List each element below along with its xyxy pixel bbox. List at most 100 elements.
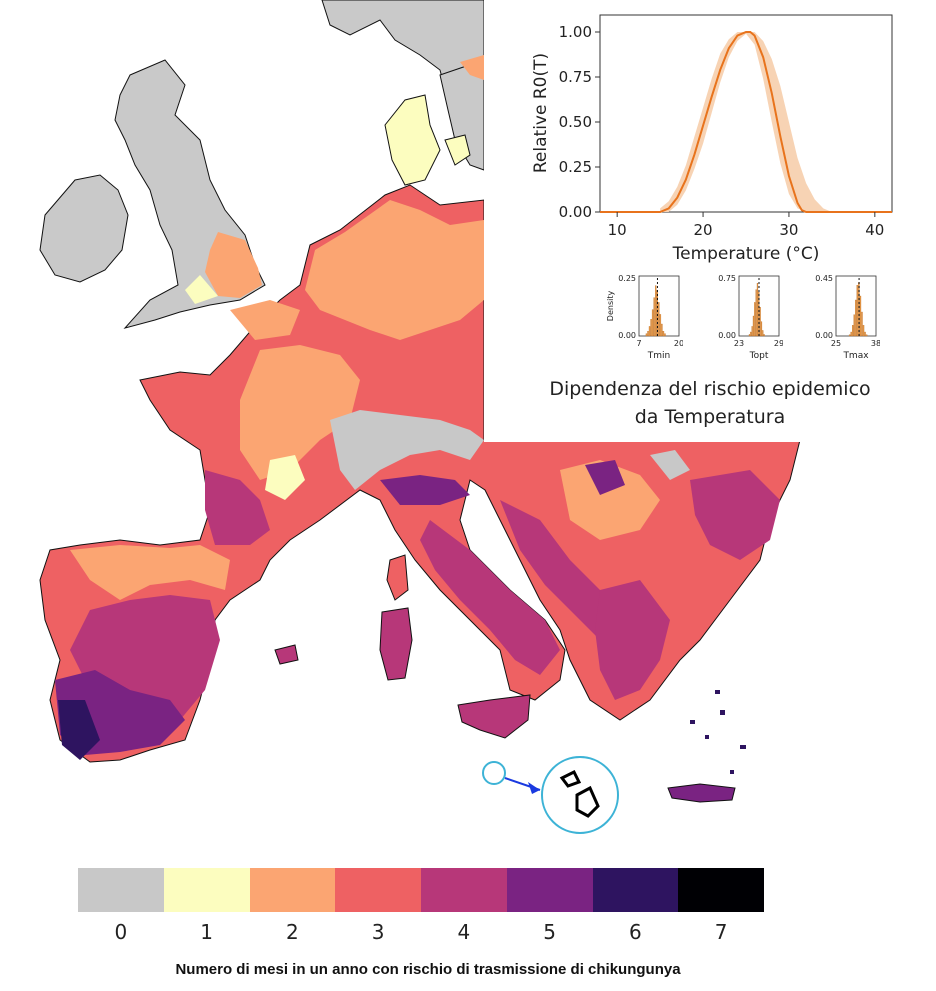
hist-y-min: 0.00: [618, 331, 636, 340]
hist-bar: [762, 330, 764, 337]
legend-label-7: 7: [714, 920, 728, 944]
relative-r0-chart: 0.00 0.25 0.50 0.75 1.00 10 20 30 40 Temperatur…: [531, 14, 893, 264]
hist-x-min: 7: [636, 339, 641, 348]
hist-bar: [752, 315, 755, 337]
hist-bar: [662, 331, 665, 337]
legend-label-3: 3: [371, 920, 385, 944]
hist-bar: [859, 295, 862, 337]
hist-bar: [748, 334, 751, 337]
x-tick-label: 20: [694, 221, 713, 239]
legend-swatch-0: [78, 868, 164, 912]
hist-bar: [645, 333, 648, 337]
legend-swatch-1: [163, 868, 250, 912]
inset-caption: Dipendenza del rischio epidemico da Temp…: [484, 375, 936, 431]
sicily: [457, 694, 531, 739]
southwest-france-moderate: [205, 470, 270, 545]
hist-bar: [754, 302, 756, 337]
hist-bar: [659, 314, 662, 337]
alps-no-risk: [330, 410, 484, 490]
greece-moderate: [595, 580, 670, 700]
hist-x-label: Topt: [749, 351, 769, 361]
plot-frame: [599, 14, 893, 213]
legend-label-6: 6: [629, 920, 642, 944]
england-fringe: [185, 275, 218, 304]
x-tick-label: 40: [865, 221, 884, 239]
hist-bar: [648, 326, 651, 337]
balearic-island: [274, 644, 299, 665]
r0-curve: [600, 31, 892, 213]
y-axis-label: Relative R0(T): [531, 53, 551, 173]
y-tick-label: 1.00: [559, 23, 592, 41]
balkans-low-risk: [560, 460, 660, 540]
hist-bar: [653, 297, 655, 337]
tmin-histogram: 0.25 0.007 20 Tmin Density: [606, 274, 683, 361]
hist-bar: [856, 285, 859, 337]
hist-x-min: 23: [734, 339, 744, 348]
hist-x-max: 20: [674, 339, 683, 348]
corsica: [386, 554, 409, 601]
legend-swatch-3: [335, 868, 421, 912]
temperature-dependence-panel: [484, 0, 936, 442]
hist-x-max: 38: [871, 339, 880, 348]
crete: [667, 783, 736, 803]
hist-bar: [661, 323, 663, 337]
hist-bar: [656, 290, 658, 337]
y-tick-label: 0.25: [559, 158, 592, 176]
hist-y-max: 0.25: [618, 274, 636, 283]
balkan-coast-moderate: [500, 500, 620, 640]
hist-bar: [850, 331, 852, 337]
y-tick-label: 0.50: [559, 113, 592, 131]
hist-bar: [865, 334, 868, 337]
denmark-landmass: [384, 94, 441, 186]
hist-x-min: 25: [831, 339, 841, 348]
hist-bar: [658, 302, 660, 337]
hist-bar: [864, 331, 866, 337]
northern-france-low-risk: [230, 300, 300, 340]
r0-series-line: [600, 31, 892, 213]
x-tick-label: 10: [608, 221, 627, 239]
denmark-island: [444, 134, 471, 166]
hist-bar: [650, 319, 652, 337]
hist-bar: [848, 334, 851, 337]
hist-bar: [755, 289, 757, 337]
hist-y-label: Density: [606, 291, 615, 322]
legend-swatch-4: [421, 868, 507, 912]
hist-bar: [756, 283, 759, 337]
hist-x-max: 29: [774, 339, 783, 348]
hist-bar: [651, 309, 654, 337]
hungary-high: [585, 460, 625, 495]
hist-bar: [750, 331, 752, 337]
legend-label-2: 2: [286, 920, 299, 944]
legend-swatch-5: [506, 868, 593, 912]
legend-tick-labels: 0 1 2 3 4 5 6 7: [78, 920, 764, 944]
legend-label-5: 5: [543, 920, 556, 944]
england-southeast-risk: [205, 232, 262, 298]
legend-swatch-7: [678, 868, 764, 912]
hist-bar: [853, 314, 855, 337]
po-valley-moderate: [380, 475, 470, 505]
hist-x-label: Tmin: [647, 351, 670, 361]
hist-bar: [655, 285, 657, 337]
hist-bar: [647, 331, 649, 337]
caption-line-2: da Temperatura: [634, 406, 786, 428]
hist-bar: [862, 325, 865, 337]
r0-credible-band: [660, 32, 832, 212]
y-tick-label: 0.00: [559, 203, 592, 221]
hist-bar: [763, 334, 765, 337]
hist-bar: [751, 326, 753, 337]
x-axis-ticks: 10 20 30 40: [608, 212, 884, 239]
hist-y-max: 0.75: [718, 274, 736, 283]
legend-label-4: 4: [457, 920, 471, 944]
legend-swatch-6: [592, 868, 679, 912]
ireland-landmass: [39, 174, 129, 283]
italy-peninsula-moderate: [420, 520, 560, 675]
color-legend: [78, 868, 764, 912]
arrow-head-icon: [528, 782, 540, 794]
malta-island-outline: [559, 769, 582, 788]
hist-y-min: 0.00: [815, 331, 833, 340]
iberia-central-low: [70, 545, 230, 600]
legend-label-1: 1: [200, 920, 213, 944]
massif-central-fringe: [265, 455, 305, 500]
